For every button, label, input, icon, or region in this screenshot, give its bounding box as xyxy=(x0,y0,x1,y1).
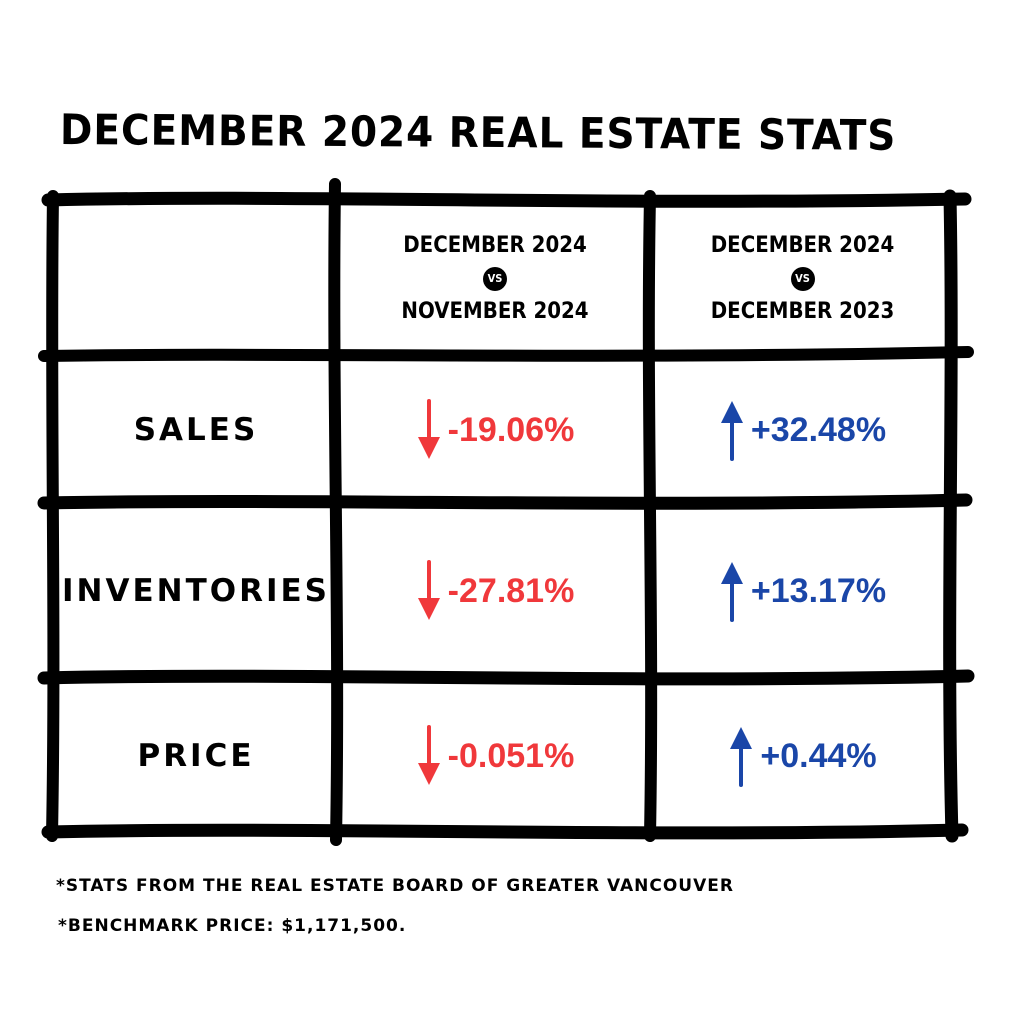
grid-line-top xyxy=(41,191,972,208)
row-label-price: PRICE xyxy=(137,738,255,774)
arrow-up-icon xyxy=(720,562,743,622)
row-label-sales: SALES xyxy=(133,412,259,448)
footnote-source: *STATS FROM THE REAL ESTATE BOARD OF GRE… xyxy=(56,876,734,896)
arrow-up-icon xyxy=(730,727,753,787)
vs-badge: VS xyxy=(790,267,815,291)
inventories-mom-value: -27.81% xyxy=(447,571,575,610)
grid-line-v2 xyxy=(642,190,658,842)
grid-line-3 xyxy=(37,669,975,686)
price-mom-value: -0.051% xyxy=(447,736,575,775)
vs-badge: VS xyxy=(483,267,507,291)
arrow-down-icon xyxy=(417,560,440,620)
row-label-inventories: INVENTORIES xyxy=(62,573,330,609)
grid-line-left xyxy=(46,190,60,842)
column-header-yoy-bottom: DECEMBER 2023 xyxy=(710,299,895,324)
arrow-down-icon xyxy=(417,399,440,459)
grid-line-2 xyxy=(37,493,973,510)
inventories-yoy-cell: +13.17% xyxy=(660,512,945,670)
grid-line-v1 xyxy=(328,178,344,846)
arrow-down-icon xyxy=(417,725,440,785)
column-header-mom-bottom: NOVEMBER 2024 xyxy=(401,299,589,324)
column-header-yoy-top: DECEMBER 2024 xyxy=(710,233,895,258)
inventories-mom-cell: -27.81% xyxy=(345,512,645,670)
column-header-mom: DECEMBER 2024 VS NOVEMBER 2024 xyxy=(345,212,645,346)
grid-line-bottom xyxy=(41,823,969,840)
sales-yoy-cell: +32.48% xyxy=(660,364,945,496)
inventories-yoy-value: +13.17% xyxy=(750,571,887,610)
sales-mom-cell: -19.06% xyxy=(345,364,645,496)
price-mom-cell: -0.051% xyxy=(345,688,645,824)
grid-line-1 xyxy=(38,346,974,362)
price-yoy-value: +0.44% xyxy=(760,736,877,775)
column-header-yoy: DECEMBER 2024 VS DECEMBER 2023 xyxy=(660,212,945,346)
price-yoy-cell: +0.44% xyxy=(660,688,945,824)
arrow-up-icon xyxy=(720,401,743,461)
sales-yoy-value: +32.48% xyxy=(750,410,887,449)
grid-line-right xyxy=(943,189,959,843)
sales-mom-value: -19.06% xyxy=(447,410,575,449)
column-header-mom-top: DECEMBER 2024 xyxy=(403,233,587,258)
footnote-benchmark: *BENCHMARK PRICE: $1,171,500. xyxy=(58,916,407,936)
